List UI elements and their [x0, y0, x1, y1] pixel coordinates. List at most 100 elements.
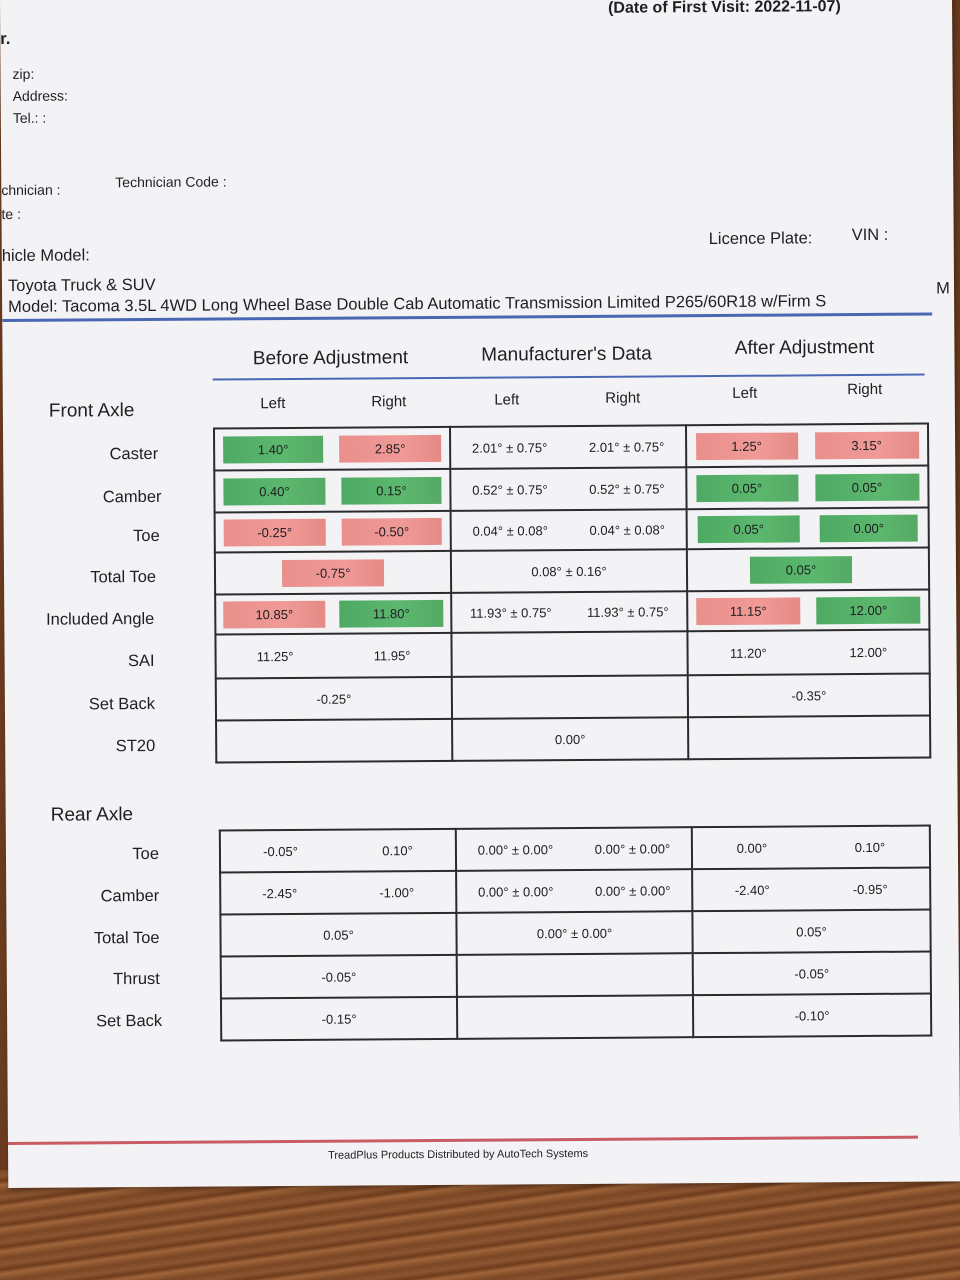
caster-mfr-left: 2.01° ± 0.75°	[471, 439, 548, 456]
rear-camber-before-right: -1.00°	[379, 884, 415, 900]
included-angle-before-left: 10.85°	[223, 600, 326, 628]
before-left-header: Left	[260, 395, 286, 413]
row-label-total-toe: Total Toe	[90, 567, 157, 587]
vin-label: VIN :	[851, 225, 889, 245]
row-label-included-angle: Included Angle	[45, 609, 155, 629]
camber-before-left: 0.40°	[223, 477, 326, 505]
caster-after-left: 1.25°	[695, 431, 798, 460]
rear-set-back-before: -0.15°	[321, 1011, 357, 1027]
rear-toe-after-left: 0.00°	[736, 840, 768, 856]
sai-before-left: 11.25°	[256, 648, 294, 664]
rear-toe-mfr-right: 0.00° ± 0.00°	[594, 840, 671, 857]
wood-table-surface	[0, 1170, 960, 1280]
rear-row-label-thrust: Thrust	[113, 969, 160, 989]
caster-after-right: 3.15°	[814, 431, 919, 459]
total-toe-before: -0.75°	[281, 558, 385, 587]
footer-rule	[7, 1135, 918, 1145]
camber-after-right: 0.05°	[814, 473, 920, 501]
table-row: -2.45° -1.00° 0.00° ± 0.00° 0.00° ± 0.00…	[220, 867, 931, 915]
table-row: 0.05° 0.00° ± 0.00° 0.05°	[220, 909, 931, 957]
rear-camber-after-left: -2.40°	[734, 882, 770, 898]
rear-axle-title: Rear Axle	[50, 804, 134, 826]
vehicle-make: Toyota Truck & SUV	[7, 275, 156, 295]
address-label: Address:	[12, 87, 68, 104]
alignment-report-sheet: (Date of First Visit: 2022-11-07) r. zip…	[0, 0, 960, 1188]
rear-toe-before-right: 0.10°	[382, 842, 413, 858]
rear-total-toe-mfr: 0.00° ± 0.00°	[536, 925, 613, 941]
after-adjustment-heading: After Adjustment	[734, 336, 875, 359]
first-visit-date: (Date of First Visit: 2022-11-07)	[608, 0, 841, 17]
front-axle-title: Front Axle	[48, 400, 135, 422]
total-toe-after: 0.05°	[749, 555, 853, 584]
rear-thrust-after: -0.05°	[794, 965, 830, 981]
camber-before-right: 0.15°	[341, 476, 442, 505]
table-row: -0.25° -0.50° 0.04° ± 0.08° 0.04° ± 0.08…	[214, 507, 929, 553]
tel-label: Tel.: :	[12, 109, 47, 126]
table-row: -0.15° -0.10°	[220, 993, 932, 1041]
table-row: 0.40° 0.15° 0.52° ± 0.75° 0.52° ± 0.75° …	[214, 465, 929, 513]
rear-camber-before-left: -2.45°	[262, 885, 298, 901]
st20-mfr: 0.00°	[554, 731, 586, 747]
after-left-header: Left	[732, 384, 758, 402]
rear-toe-after-right: 0.10°	[854, 839, 886, 855]
table-row: -0.25° -0.35°	[215, 673, 931, 721]
camber-after-left: 0.05°	[695, 473, 799, 502]
table-row: 10.85° 11.80° 11.93° ± 0.75° 11.93° ± 0.…	[215, 589, 930, 635]
row-label-camber: Camber	[102, 487, 162, 507]
sai-before-right: 11.95°	[373, 647, 411, 663]
sai-after-right: 12.00°	[849, 644, 888, 660]
zip-label: zip:	[12, 65, 35, 82]
table-row: 0.00°	[216, 715, 931, 763]
table-row: 11.25° 11.95° 11.20° 12.00°	[215, 629, 930, 679]
toe-after-left: 0.05°	[697, 514, 800, 543]
total-toe-mfr: 0.08° ± 0.16°	[531, 563, 607, 579]
row-label-caster: Caster	[109, 444, 159, 464]
table-row: -0.05° -0.05°	[220, 951, 931, 999]
rear-toe-mfr-left: 0.00° ± 0.00°	[477, 841, 554, 858]
table-row: -0.75° 0.08° ± 0.16° 0.05°	[214, 547, 930, 595]
toe-after-right: 0.00°	[819, 514, 918, 542]
vehicle-model-label: hicle Model:	[1, 246, 90, 265]
row-label-toe: Toe	[133, 526, 160, 546]
rear-toe-before-left: -0.05°	[263, 843, 299, 859]
included-angle-after-right: 12.00°	[816, 596, 921, 624]
toe-mfr-right: 0.04° ± 0.08°	[589, 521, 665, 538]
included-angle-mfr-left: 11.93° ± 0.75°	[469, 604, 552, 621]
rear-camber-mfr-left: 0.00° ± 0.00°	[477, 883, 554, 900]
table-row: -0.05° 0.10° 0.00° ± 0.00° 0.00° ± 0.00°…	[219, 825, 931, 873]
front-axle-table: 1.40° 2.85° 2.01° ± 0.75° 2.01° ± 0.75° …	[213, 423, 931, 764]
footer-text: TreadPlus Products Distributed by AutoTe…	[328, 1147, 589, 1162]
caster-before-right: 2.85°	[339, 434, 442, 463]
rear-row-label-toe: Toe	[132, 844, 160, 864]
vehicle-model-truncated: M	[935, 279, 950, 298]
before-right-header: Right	[371, 393, 407, 411]
sai-after-left: 11.20°	[729, 645, 767, 661]
row-label-st20: ST20	[115, 736, 156, 756]
toe-before-left: -0.25°	[223, 518, 326, 546]
mfr-right-header: Right	[605, 389, 641, 407]
row-label-sai: SAI	[127, 651, 155, 671]
date-label: te :	[1, 205, 22, 222]
rear-total-toe-after: 0.05°	[796, 923, 827, 939]
mfr-left-header: Left	[494, 391, 520, 409]
rear-thrust-before: -0.05°	[321, 969, 357, 985]
rear-row-label-camber: Camber	[100, 886, 160, 906]
caster-before-left: 1.40°	[223, 435, 324, 463]
caster-mfr-right: 2.01° ± 0.75°	[588, 438, 665, 455]
rear-set-back-after: -0.10°	[794, 1007, 830, 1023]
manufacturer-data-heading: Manufacturer's Data	[481, 343, 652, 366]
row-label-set-back: Set Back	[88, 694, 155, 714]
column-heading-rule	[212, 373, 925, 381]
included-angle-after-left: 11.15°	[696, 596, 801, 625]
rear-row-label-total-toe: Total Toe	[93, 928, 160, 948]
after-right-header: Right	[847, 380, 883, 399]
table-row: 1.40° 2.85° 2.01° ± 0.75° 2.01° ± 0.75° …	[213, 423, 929, 471]
rear-axle-table: -0.05° 0.10° 0.00° ± 0.00° 0.00° ± 0.00°…	[219, 825, 932, 1042]
rear-total-toe-before: 0.05°	[323, 927, 354, 943]
rear-camber-mfr-right: 0.00° ± 0.00°	[594, 882, 671, 899]
toe-before-right: -0.50°	[341, 517, 442, 546]
camber-mfr-right: 0.52° ± 0.75°	[589, 480, 665, 497]
set-back-after: -0.35°	[791, 687, 827, 703]
rear-camber-after-right: -0.95°	[852, 881, 888, 897]
licence-plate-label: Licence Plate:	[708, 229, 813, 249]
